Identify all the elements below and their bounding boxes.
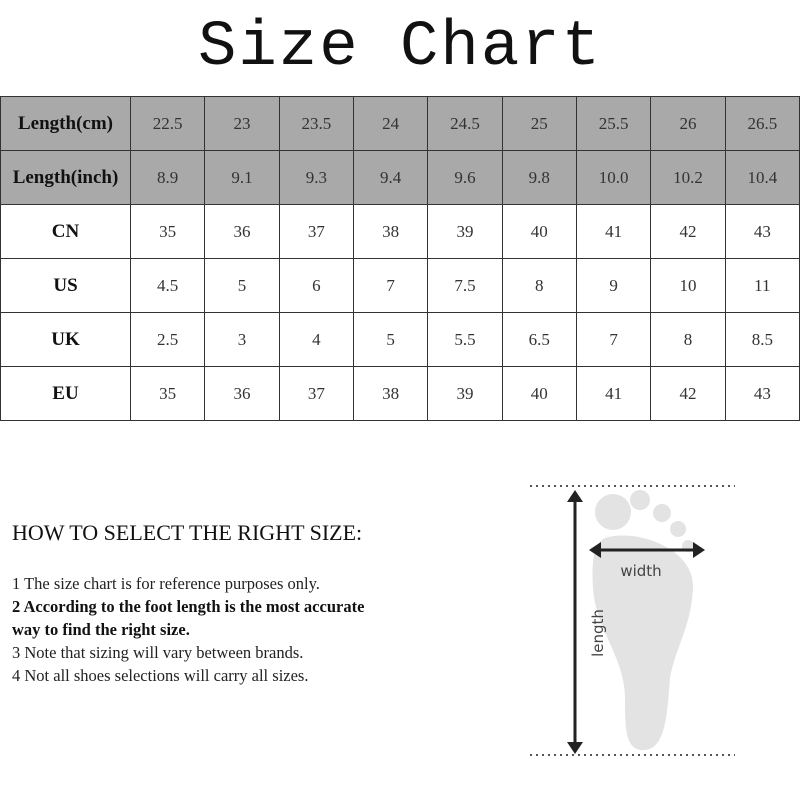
row-label: Length(cm): [0, 96, 131, 151]
table-cell: 24: [352, 96, 429, 151]
table-cell: 26: [650, 96, 726, 151]
table-cell: 10.2: [650, 150, 726, 205]
table-cell: 8.5: [724, 312, 800, 367]
table-cell: 3: [204, 312, 280, 367]
table-cell: 5: [204, 258, 280, 313]
table-cell: 7.5: [427, 258, 503, 313]
row-label: UK: [0, 312, 131, 367]
table-cell: 37: [278, 204, 354, 259]
table-cell: 2.5: [129, 312, 206, 367]
table-cell: 39: [427, 204, 503, 259]
table-cell: 35: [129, 366, 206, 421]
table-cell: 10.4: [724, 150, 800, 205]
table-cell: 42: [650, 204, 726, 259]
table-cell: 6: [278, 258, 354, 313]
table-cell: 10.0: [575, 150, 652, 205]
table-cell: 8: [501, 258, 577, 313]
table-cell: 41: [575, 366, 652, 421]
table-cell: 23.5: [278, 96, 354, 151]
table-cell: 23: [204, 96, 280, 151]
note-4: 4 Not all shoes selections will carry al…: [12, 666, 309, 685]
guide-notes: 1 The size chart is for reference purpos…: [12, 572, 382, 687]
table-cell: 38: [352, 204, 429, 259]
table-cell: 8: [650, 312, 726, 367]
table-cell: 9.8: [501, 150, 577, 205]
row-label: US: [0, 258, 131, 313]
note-1: 1 The size chart is for reference purpos…: [12, 574, 320, 593]
table-row: US 4.5 5 6 7 7.5 8 9 10 11: [0, 258, 800, 313]
size-chart-table: Length(cm) 22.5 23 23.5 24 24.5 25 25.5 26 26.5 Le…: [0, 96, 800, 421]
row-label: EU: [0, 366, 131, 421]
length-label: length: [589, 609, 607, 657]
table-cell: 6.5: [501, 312, 577, 367]
table-cell: 25.5: [575, 96, 652, 151]
table-cell: 35: [129, 204, 206, 259]
table-row: EU 35 36 37 38 39 40 41 42 43: [0, 366, 800, 421]
foot-measurement-diagram: width length: [530, 485, 735, 756]
table-row: Length(cm) 22.5 23 23.5 24 24.5 25 25.5 26 26.5: [0, 96, 800, 151]
table-cell: 7: [575, 312, 652, 367]
table-cell: 22.5: [129, 96, 206, 151]
table-cell: 43: [724, 204, 800, 259]
note-2: 2 According to the foot length is the mo…: [12, 597, 365, 639]
table-cell: 5.5: [427, 312, 503, 367]
table-cell: 26.5: [724, 96, 800, 151]
guide-heading: HOW TO SELECT THE RIGHT SIZE:: [12, 520, 363, 545]
table-cell: 40: [501, 366, 577, 421]
width-label: width: [620, 562, 661, 580]
table-row: CN 35 36 37 38 39 40 41 42 43: [0, 204, 800, 259]
table-cell: 38: [352, 366, 429, 421]
note-3: 3 Note that sizing will vary between bra…: [12, 643, 304, 662]
page-title: Size Chart: [197, 12, 603, 84]
table-row: Length(inch) 8.9 9.1 9.3 9.4 9.6 9.8 10.0 10.2 10…: [0, 150, 800, 205]
table-row: UK 2.5 3 4 5 5.5 6.5 7 8 8.5: [0, 312, 800, 367]
table-cell: 11: [724, 258, 800, 313]
table-cell: 4.5: [129, 258, 206, 313]
table-cell: 43: [724, 366, 800, 421]
table-cell: 40: [501, 204, 577, 259]
table-cell: 42: [650, 366, 726, 421]
foot-icon: [592, 490, 694, 751]
table-cell: 36: [204, 366, 280, 421]
table-cell: 4: [278, 312, 354, 367]
table-cell: 41: [575, 204, 652, 259]
row-label: CN: [0, 204, 131, 259]
table-cell: 25: [501, 96, 577, 151]
table-cell: 9: [575, 258, 652, 313]
table-cell: 9.4: [352, 150, 429, 205]
table-cell: 36: [204, 204, 280, 259]
table-cell: 5: [352, 312, 429, 367]
table-cell: 39: [427, 366, 503, 421]
table-cell: 7: [352, 258, 429, 313]
table-cell: 24.5: [427, 96, 503, 151]
table-cell: 8.9: [129, 150, 206, 205]
row-label: Length(inch): [0, 150, 131, 205]
table-cell: 9.3: [278, 150, 354, 205]
table-cell: 37: [278, 366, 354, 421]
table-cell: 10: [650, 258, 726, 313]
table-cell: 9.1: [204, 150, 280, 205]
table-cell: 9.6: [427, 150, 503, 205]
